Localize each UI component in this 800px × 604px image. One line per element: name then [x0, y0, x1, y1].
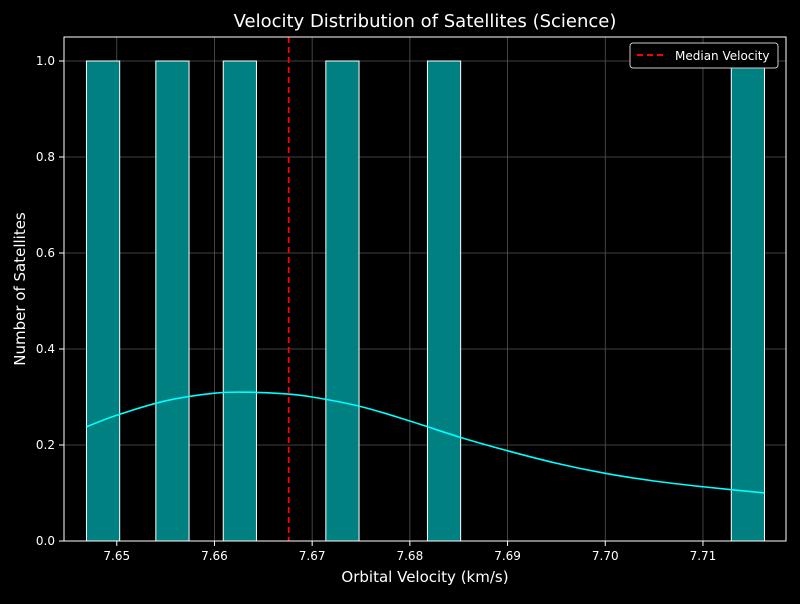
- bars-layer: [85, 60, 766, 542]
- plot-frame: [63, 36, 787, 542]
- histogram-bar: [325, 60, 360, 542]
- x-tick-label: 7.70: [592, 549, 619, 563]
- histogram-bar: [85, 60, 121, 542]
- kde-curve: [86, 391, 765, 494]
- x-axis-ticks: 7.65 7.66 7.67 7.68 7.69 7.70 7.71: [103, 541, 716, 563]
- kde-layer: [86, 391, 765, 494]
- x-tick-label: 7.69: [494, 549, 521, 563]
- y-tick-label: 0.8: [36, 150, 55, 164]
- x-tick-label: 7.71: [690, 549, 717, 563]
- histogram-bar: [155, 60, 190, 542]
- x-tick-label: 7.65: [103, 549, 130, 563]
- y-tick-label: 0.2: [36, 438, 55, 452]
- y-tick-label: 1.0: [36, 54, 55, 68]
- x-tick-label: 7.67: [299, 549, 326, 563]
- legend-box: [629, 42, 779, 69]
- x-tick-label: 7.66: [201, 549, 228, 563]
- y-tick-label: 0.4: [36, 342, 55, 356]
- y-axis-ticks: 0.0 0.2 0.4 0.6 0.8 1.0: [36, 54, 64, 548]
- legend-median-label: Median Velocity: [675, 49, 770, 63]
- legend: Median Velocity: [629, 42, 779, 69]
- x-axis-label: Orbital Velocity (km/s): [341, 568, 508, 586]
- histogram-bar: [222, 60, 257, 542]
- chart-title: Velocity Distribution of Satellites (Sci…: [234, 11, 617, 32]
- histogram-bar: [730, 60, 766, 542]
- y-tick-label: 0.0: [36, 534, 55, 548]
- x-tick-label: 7.68: [396, 549, 423, 563]
- histogram-bar: [426, 60, 462, 542]
- y-axis-label: Number of Satellites: [11, 212, 29, 366]
- y-tick-label: 0.6: [36, 246, 55, 260]
